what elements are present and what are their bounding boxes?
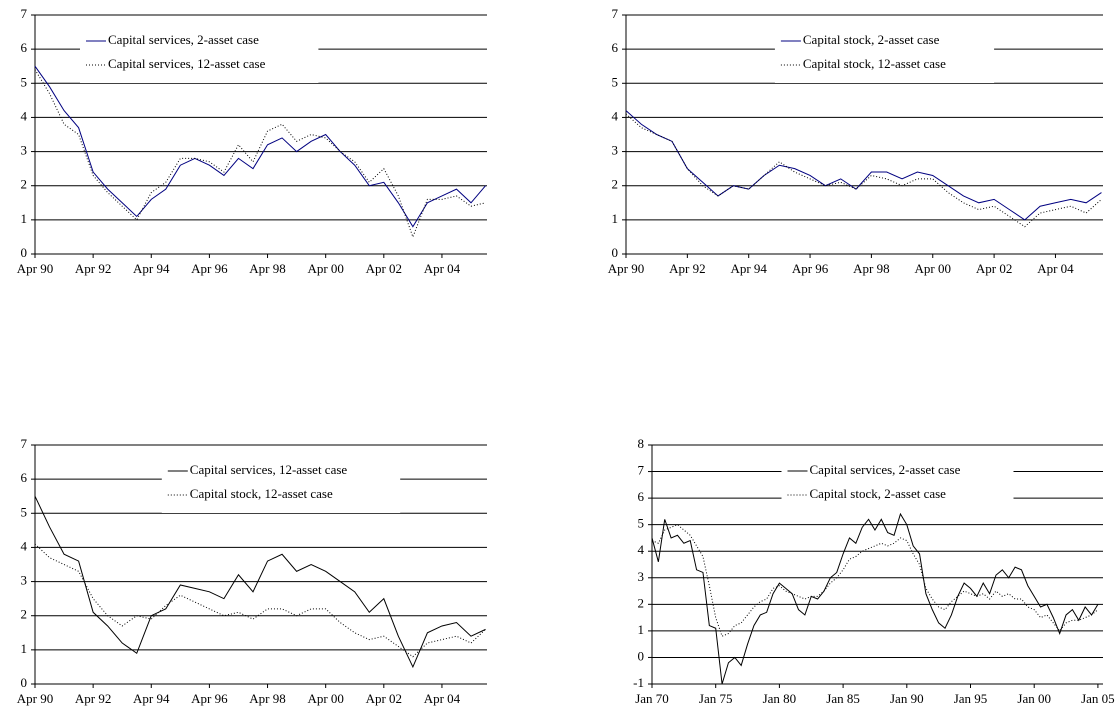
y-tick-label: 4 (21, 538, 28, 553)
legend-label: Capital services, 12-asset case (190, 462, 348, 477)
legend-box (781, 457, 1014, 513)
y-tick-label: 0 (21, 245, 28, 260)
x-tick-label: Apr 98 (249, 261, 285, 276)
series-line (34, 69, 486, 239)
legend-box (161, 457, 401, 513)
x-tick-label: Jan 80 (763, 691, 797, 706)
x-tick-label: Jan 70 (635, 691, 669, 706)
y-tick-label: 4 (612, 108, 619, 123)
x-tick-label: Jan 00 (1017, 691, 1051, 706)
y-tick-label: 1 (21, 641, 28, 656)
y-tick-label: 3 (638, 569, 645, 584)
x-tick-label: Apr 02 (366, 261, 402, 276)
legend-label: Capital stock, 12-asset case (803, 56, 946, 71)
y-tick-label: 2 (638, 595, 645, 610)
y-tick-label: 8 (638, 436, 645, 451)
legend-label: Capital services, 12-asset case (108, 56, 266, 71)
x-tick-label: Apr 98 (853, 261, 889, 276)
x-tick-label: Apr 96 (792, 261, 829, 276)
x-tick-label: Apr 98 (249, 691, 285, 706)
x-tick-label: Jan 95 (954, 691, 988, 706)
y-tick-label: 2 (21, 607, 28, 622)
y-tick-label: 2 (612, 177, 619, 192)
y-tick-label: 4 (638, 542, 645, 557)
legend-label: Capital services, 2-asset case (810, 462, 961, 477)
x-tick-label: Apr 92 (669, 261, 705, 276)
legend-label: Capital stock, 12-asset case (190, 486, 333, 501)
legend-box (774, 27, 995, 83)
legend-box (80, 27, 319, 83)
y-tick-label: 0 (638, 648, 645, 663)
x-tick-label: Jan 75 (699, 691, 733, 706)
y-tick-label: 4 (21, 108, 28, 123)
y-tick-label: -1 (633, 675, 644, 690)
panel: 0 1 2 3 4 5 6 7 Apr 90 Apr 92 Apr 94 Apr 96 Apr 98 Ap… (17, 436, 487, 706)
y-tick-label: 6 (21, 470, 28, 485)
y-tick-label: 3 (21, 143, 28, 158)
y-tick-label: 1 (612, 211, 619, 226)
panel: 0 1 2 3 4 5 6 7 Apr 90 Apr 92 Apr 94 Apr 96 Apr 98 Ap… (17, 6, 487, 276)
panel: 0 1 2 3 4 5 6 7 Apr 90 Apr 92 Apr 94 Apr 96 Apr 98 Ap… (608, 6, 1103, 276)
series-line (651, 524, 1099, 637)
x-tick-label: Apr 94 (730, 261, 767, 276)
y-tick-label: 5 (612, 74, 619, 89)
y-tick-label: 3 (21, 573, 28, 588)
x-tick-label: Apr 00 (307, 261, 343, 276)
series-line (34, 543, 486, 658)
x-tick-label: Apr 00 (915, 261, 951, 276)
y-tick-label: 2 (21, 177, 28, 192)
x-tick-label: Apr 96 (191, 691, 228, 706)
y-tick-label: 5 (21, 74, 28, 89)
y-tick-label: 1 (638, 622, 645, 637)
series-line (34, 65, 486, 228)
y-tick-label: 1 (21, 211, 28, 226)
x-tick-label: Apr 00 (307, 691, 343, 706)
y-tick-label: 7 (638, 463, 645, 478)
x-tick-label: Apr 94 (133, 691, 170, 706)
x-tick-label: Apr 96 (191, 261, 228, 276)
y-tick-label: 7 (21, 436, 28, 451)
x-tick-label: Apr 02 (976, 261, 1012, 276)
x-tick-label: Apr 90 (17, 261, 53, 276)
x-tick-label: Apr 04 (424, 691, 461, 706)
panel: -1 0 1 2 3 4 5 6 7 8 Jan 70 Jan 75 Jan 80 Jan 85 Jan 9… (633, 436, 1115, 706)
legend-label: Capital stock, 2-asset case (803, 32, 940, 47)
y-tick-label: 7 (612, 6, 619, 21)
y-tick-label: 6 (21, 40, 28, 55)
series-line (651, 512, 1099, 685)
legend-label: Capital stock, 2-asset case (810, 486, 947, 501)
x-tick-label: Apr 92 (75, 261, 111, 276)
x-tick-label: Apr 90 (608, 261, 644, 276)
y-tick-label: 0 (612, 245, 619, 260)
y-tick-label: 5 (638, 516, 645, 531)
x-tick-label: Apr 90 (17, 691, 53, 706)
x-tick-label: Apr 02 (366, 691, 402, 706)
y-tick-label: 7 (21, 6, 28, 21)
y-tick-label: 6 (612, 40, 619, 55)
y-tick-label: 3 (612, 143, 619, 158)
series-line (34, 495, 486, 669)
series-line (625, 110, 1102, 221)
x-tick-label: Jan 90 (890, 691, 924, 706)
x-tick-label: Apr 04 (424, 261, 461, 276)
x-tick-label: Jan 05 (1081, 691, 1115, 706)
y-tick-label: 5 (21, 504, 28, 519)
x-tick-label: Apr 04 (1037, 261, 1074, 276)
y-tick-label: 6 (638, 489, 645, 504)
y-tick-label: 0 (21, 675, 28, 690)
x-tick-label: Jan 85 (826, 691, 860, 706)
x-tick-label: Apr 94 (133, 261, 170, 276)
series-line (625, 113, 1102, 228)
legend-label: Capital services, 2-asset case (108, 32, 259, 47)
x-tick-label: Apr 92 (75, 691, 111, 706)
